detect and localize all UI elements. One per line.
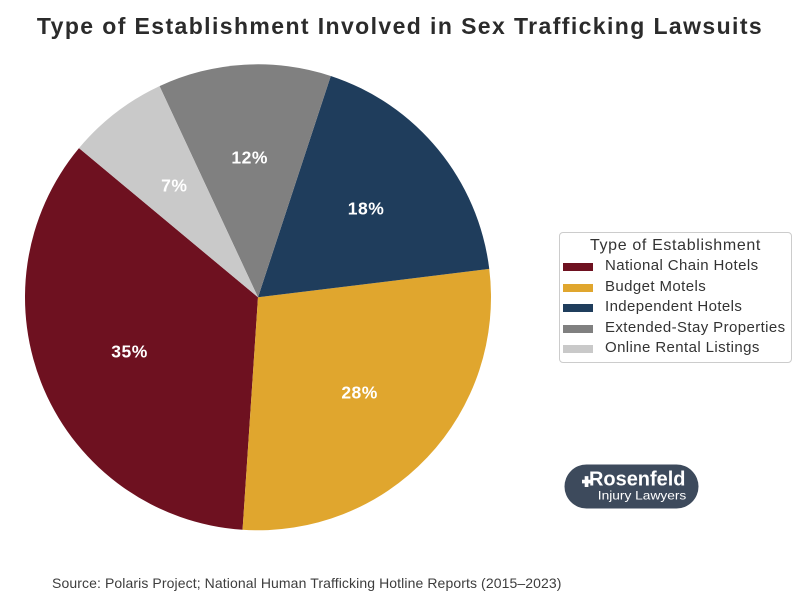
svg-text:Rosenfeld: Rosenfeld <box>589 469 686 491</box>
svg-text:Injury Lawyers: Injury Lawyers <box>598 489 687 503</box>
